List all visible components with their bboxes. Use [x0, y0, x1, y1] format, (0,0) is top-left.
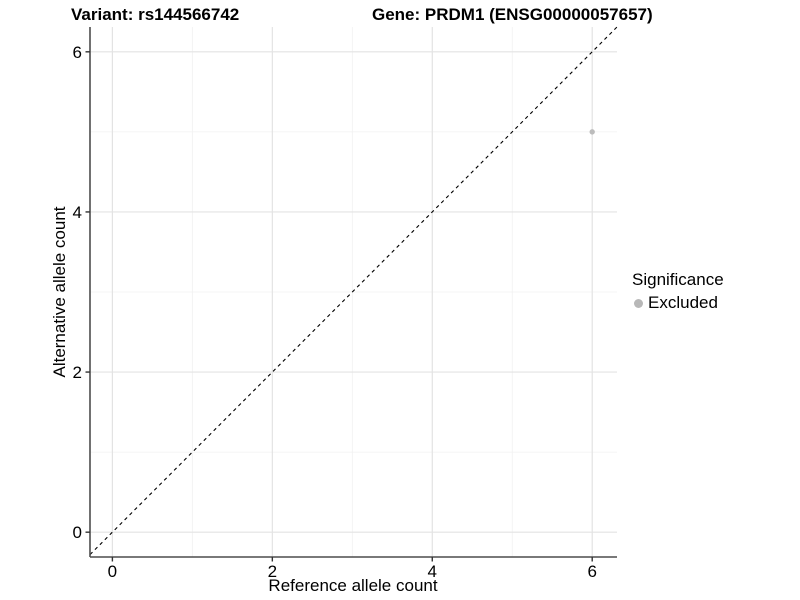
variant-title: Variant: rs144566742 [71, 5, 240, 24]
y-tick-label: 2 [73, 363, 82, 382]
gene-title: Gene: PRDM1 (ENSG00000057657) [372, 5, 653, 24]
identity-line [89, 26, 618, 555]
legend-item-label: Excluded [648, 293, 718, 312]
legend-title: Significance [632, 270, 724, 289]
y-axis-title: Alternative allele count [50, 206, 69, 378]
legend-item: Excluded [634, 293, 724, 313]
x-tick-label: 0 [108, 562, 117, 581]
legend: Significance Excluded [632, 270, 724, 313]
data-point [589, 129, 595, 135]
x-tick-label: 2 [268, 562, 277, 581]
legend-point-icon [634, 298, 643, 308]
y-tick-label: 4 [73, 203, 82, 222]
legend-items: Excluded [632, 293, 724, 313]
x-tick-label: 6 [587, 562, 596, 581]
x-tick-label: 4 [428, 562, 437, 581]
x-axis-title: Reference allele count [268, 576, 438, 595]
y-tick-label: 6 [73, 43, 82, 62]
y-tick-label: 0 [73, 523, 82, 542]
